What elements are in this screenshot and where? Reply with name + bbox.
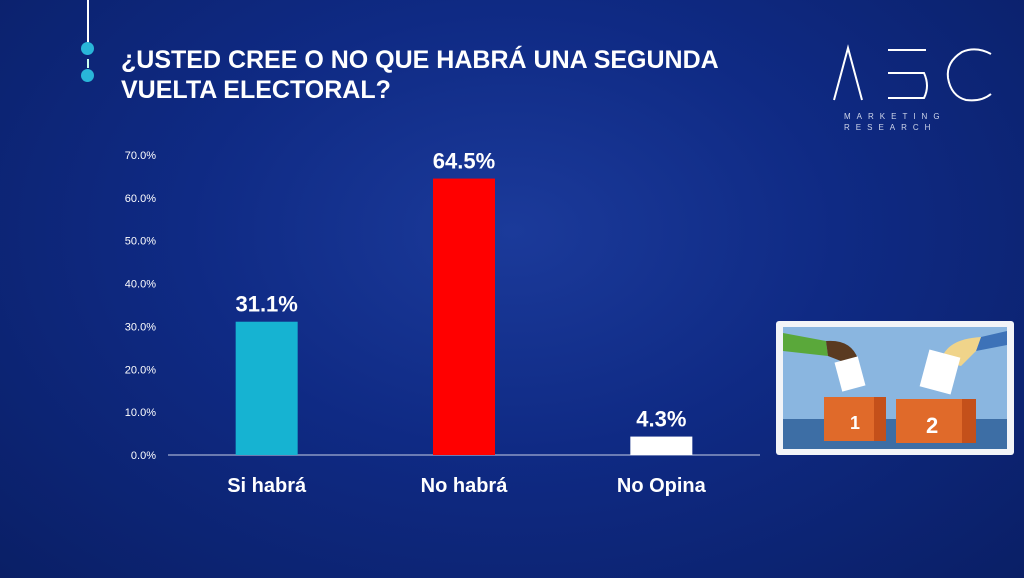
data-label: 4.3% [636,407,686,432]
abc-logo-mark [833,44,992,102]
ballot-illustration: 1 2 [776,321,1014,455]
x-category-label: No Opina [617,475,707,497]
decor-dot [81,42,94,55]
y-tick-label: 60.0% [125,193,156,205]
y-tick-label: 30.0% [125,321,156,333]
logo-line1: MARKETING [844,112,946,121]
data-label: 31.1% [235,292,297,317]
decor-line [87,0,89,45]
y-tick-label: 40.0% [125,279,156,291]
y-tick-label: 20.0% [125,364,156,376]
bar-1 [433,178,495,456]
chart-title: ¿USTED CREE O NO QUE HABRÁ UNA SEGUNDA V… [121,46,718,104]
y-tick-label: 10.0% [125,407,156,419]
logo-line2: RESEARCH [844,123,937,132]
decor-dot [81,69,94,82]
bar-2 [630,436,693,455]
y-tick-label: 0.0% [131,450,156,462]
bar-0 [235,321,298,455]
ballot-boxes-image: 1 2 [783,327,1007,449]
x-category-label: Si habrá [227,475,307,497]
x-category-label: No habrá [421,475,509,497]
y-tick-label: 70.0% [125,150,156,162]
y-tick-label: 50.0% [125,236,156,248]
decor-dash [87,59,89,68]
abc-logo: MARKETING RESEARCH [826,40,996,135]
box2-label: 2 [926,413,938,438]
box1-label: 1 [850,413,860,433]
data-label: 64.5% [433,149,495,174]
